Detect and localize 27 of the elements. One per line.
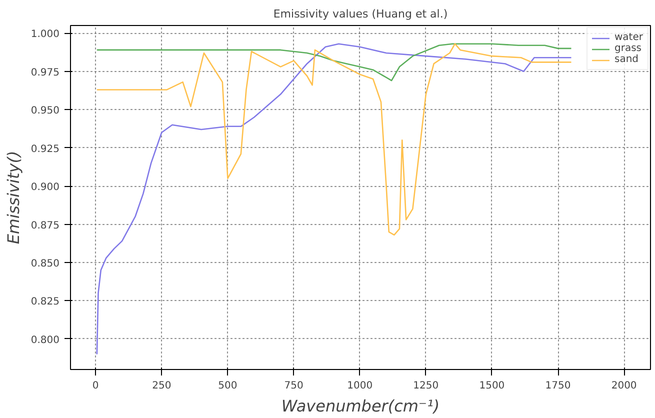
line-series	[96, 43, 572, 236]
x-tick-label: 2000	[611, 380, 637, 392]
x-tick-label: 1750	[545, 380, 571, 392]
line-series	[96, 43, 572, 82]
x-tick-label: 1500	[479, 380, 505, 392]
chart-title: Emissivity values (Huang et al.)	[273, 8, 448, 20]
line-series	[96, 43, 572, 355]
y-tick-label: 1.000	[30, 29, 60, 40]
x-tick-label: 750	[284, 380, 304, 392]
x-tick-label: 250	[152, 380, 172, 392]
x-tick-label: 0	[92, 380, 99, 392]
legend-label: grass	[614, 43, 642, 54]
y-tick-label: 0.950	[30, 106, 60, 117]
x-tick-label: 500	[218, 380, 238, 392]
y-tick-label: 0.850	[30, 258, 60, 270]
y-tick-label: 0.875	[30, 220, 60, 232]
y-tick-label: 0.925	[30, 144, 60, 155]
y-tick-label: 0.900	[30, 182, 60, 194]
x-axis-title: Wavenumber(cm⁻¹)	[281, 396, 440, 416]
y-tick-label: 0.825	[30, 296, 60, 308]
y-tick-label: 0.800	[30, 334, 60, 346]
y-tick-label: 0.975	[30, 67, 60, 78]
x-tick-label: 1250	[413, 380, 439, 392]
legend-label: water	[614, 32, 643, 43]
y-axis-title: Emissivity()	[4, 150, 23, 244]
x-tick-label: 1000	[347, 380, 373, 392]
legend-label: sand	[614, 54, 639, 65]
